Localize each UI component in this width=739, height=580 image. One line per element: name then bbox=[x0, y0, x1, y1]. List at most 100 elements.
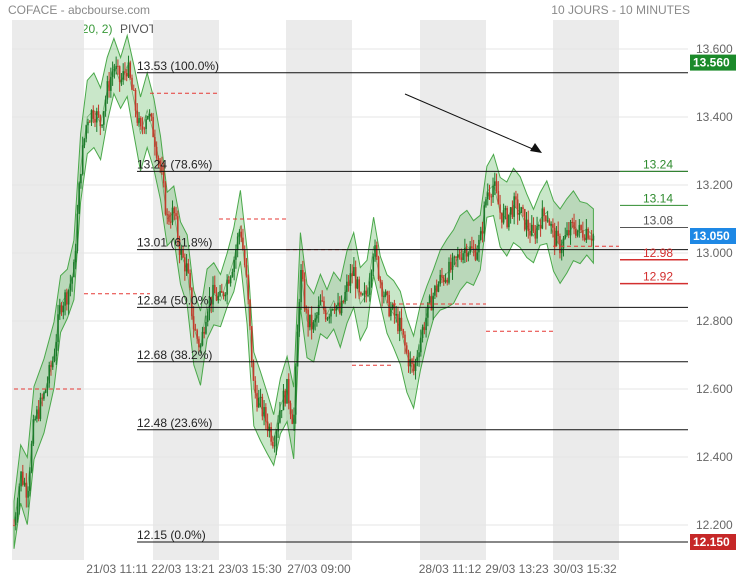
candle-body bbox=[78, 183, 80, 214]
x-tick-label: 27/03 09:00 bbox=[287, 562, 351, 576]
fibonacci-label: 12.48 (23.6%) bbox=[137, 416, 212, 430]
candle-body bbox=[490, 196, 493, 198]
candle-body bbox=[129, 62, 132, 78]
candle-body bbox=[421, 327, 424, 338]
candle-body bbox=[575, 229, 577, 236]
candle-body bbox=[314, 318, 316, 323]
candle-body bbox=[148, 113, 151, 116]
candle-body bbox=[39, 397, 42, 419]
candle-body bbox=[286, 379, 288, 404]
candle-body bbox=[580, 225, 582, 231]
candle-body bbox=[536, 225, 538, 239]
candle-body bbox=[300, 269, 302, 303]
candle-body bbox=[488, 192, 491, 197]
candle-body bbox=[305, 308, 308, 310]
candle-body bbox=[347, 281, 350, 286]
candle-body bbox=[71, 277, 73, 284]
candle-body bbox=[48, 365, 51, 384]
candle-body bbox=[76, 213, 79, 252]
candle-body bbox=[335, 305, 338, 311]
candle-body bbox=[118, 66, 121, 82]
pivot-label: 13.08 bbox=[643, 214, 673, 228]
candle-body bbox=[515, 196, 517, 200]
candle-body bbox=[113, 68, 116, 72]
candle-body bbox=[94, 118, 96, 123]
candle-body bbox=[439, 274, 441, 285]
fibonacci-label: 12.15 (0.0%) bbox=[137, 528, 206, 542]
candle-body bbox=[134, 90, 137, 111]
pivot-label: 13.14 bbox=[643, 191, 673, 205]
candle-body bbox=[511, 207, 514, 217]
candle-body bbox=[27, 490, 29, 498]
candle-body bbox=[25, 482, 28, 498]
candle-body bbox=[342, 300, 345, 303]
candle-body bbox=[423, 327, 426, 331]
candle-body bbox=[261, 396, 264, 417]
candle-body bbox=[384, 291, 387, 296]
candle-body bbox=[143, 128, 146, 130]
candle-body bbox=[217, 295, 220, 301]
candle-body bbox=[85, 125, 88, 139]
candle-body bbox=[569, 221, 572, 236]
pivot-label: 13.24 bbox=[643, 157, 673, 171]
candle-body bbox=[541, 208, 544, 229]
candle-body bbox=[446, 279, 449, 283]
candle-body bbox=[132, 89, 135, 91]
y-tick-label: 12.400 bbox=[696, 450, 733, 464]
candle-body bbox=[534, 230, 537, 239]
candle-body bbox=[486, 192, 489, 200]
candle-body bbox=[548, 220, 551, 226]
candle-body bbox=[358, 279, 360, 293]
candle-body bbox=[243, 249, 246, 266]
candle-body bbox=[294, 366, 297, 415]
candle-body bbox=[103, 111, 105, 125]
x-tick-label: 22/03 13:21 bbox=[151, 562, 215, 576]
candle-body bbox=[250, 326, 253, 363]
candle-body bbox=[242, 237, 244, 250]
candle-body bbox=[539, 225, 542, 229]
candle-body bbox=[506, 208, 508, 228]
candle-body bbox=[263, 407, 265, 417]
candle-body bbox=[221, 291, 223, 293]
candle-body bbox=[495, 181, 498, 192]
candle-body bbox=[553, 227, 556, 246]
candle-body bbox=[166, 214, 169, 216]
candle-body bbox=[354, 267, 357, 289]
candle-body bbox=[453, 256, 456, 258]
candle-body bbox=[317, 304, 320, 316]
candle-body bbox=[326, 318, 329, 320]
y-tick-label: 12.200 bbox=[696, 518, 733, 532]
high-price-tag bbox=[690, 54, 736, 71]
candle-body bbox=[471, 246, 473, 249]
candle-body bbox=[407, 352, 410, 367]
candle-body bbox=[412, 364, 415, 371]
candle-body bbox=[23, 482, 26, 485]
candle-body bbox=[337, 302, 339, 306]
fibonacci-label: 13.53 (100.0%) bbox=[137, 59, 219, 73]
current-price-tag-label: 13.050 bbox=[693, 229, 730, 243]
candle-body bbox=[60, 305, 63, 313]
candle-body bbox=[520, 207, 523, 213]
candle-body bbox=[150, 113, 153, 117]
candle-body bbox=[169, 221, 172, 223]
candle-body bbox=[41, 397, 43, 399]
candle-body bbox=[97, 111, 100, 116]
candle-body bbox=[432, 295, 434, 311]
candle-body bbox=[101, 124, 103, 127]
candle-body bbox=[36, 409, 38, 419]
fibonacci-label: 12.84 (50.0%) bbox=[137, 293, 212, 307]
candle-body bbox=[266, 421, 269, 432]
candle-body bbox=[252, 362, 255, 381]
fibonacci-label: 13.24 (78.6%) bbox=[137, 157, 212, 171]
candle-body bbox=[90, 110, 93, 122]
chart-title: COFACE - abcbourse.com bbox=[8, 3, 151, 17]
fibonacci-label: 13.01 (61.8%) bbox=[137, 236, 212, 250]
candle-body bbox=[92, 110, 95, 119]
session-band bbox=[553, 20, 619, 560]
y-tick-label: 12.800 bbox=[696, 314, 733, 328]
candle-body bbox=[162, 170, 165, 184]
candle-body bbox=[106, 81, 109, 100]
candle-body bbox=[592, 235, 595, 241]
candle-body bbox=[397, 314, 399, 332]
candle-body bbox=[434, 285, 436, 296]
